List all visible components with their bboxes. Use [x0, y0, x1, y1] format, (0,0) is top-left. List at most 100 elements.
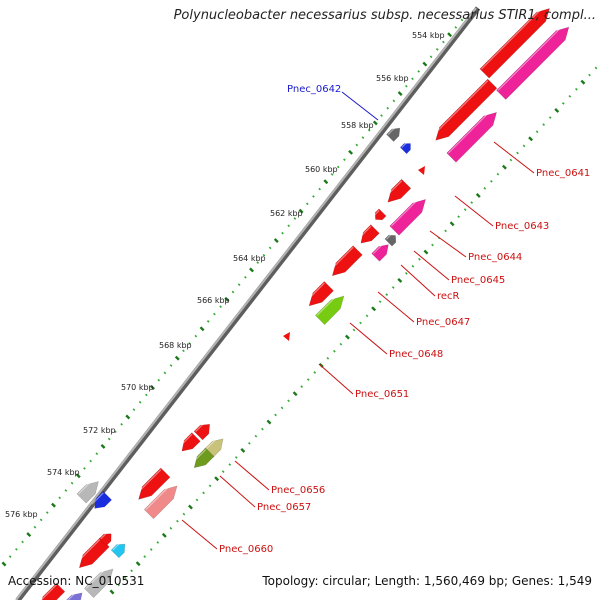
leader-line — [429, 230, 467, 258]
tick-mark — [195, 498, 199, 502]
gene-feature[interactable] — [373, 208, 387, 221]
small-gene-feature[interactable] — [418, 166, 425, 175]
gene-feature[interactable] — [143, 485, 178, 520]
tick-mark — [378, 300, 382, 304]
leader-line — [413, 250, 450, 281]
tick-mark — [149, 548, 153, 551]
small-gene-feature[interactable] — [283, 332, 290, 341]
gene-feature[interactable] — [399, 142, 411, 155]
tick-mark — [58, 496, 62, 500]
gene-label[interactable]: Pnec_0643 — [495, 221, 549, 232]
tick-mark — [361, 136, 365, 139]
tick-mark — [397, 91, 403, 96]
label-leader-lines — [181, 91, 535, 550]
kbp-tick-label: 556 kbp — [376, 74, 409, 83]
tick-mark — [417, 70, 421, 73]
genome-backbone — [15, 6, 481, 600]
kbp-tick-label: 568 kbp — [159, 341, 192, 350]
tick-mark — [21, 540, 24, 544]
gene-label[interactable]: Pnec_0644 — [468, 252, 522, 263]
tick-mark — [214, 476, 220, 482]
tick-mark — [123, 576, 127, 580]
tick-mark — [169, 364, 173, 367]
gene-feature[interactable] — [371, 244, 389, 262]
tick-mark — [293, 217, 297, 220]
tick-mark — [423, 249, 429, 255]
gene-feature[interactable] — [193, 423, 211, 441]
gene-feature[interactable] — [64, 592, 83, 600]
gene-feature[interactable] — [98, 532, 112, 547]
tick-mark — [501, 164, 507, 170]
tick-mark — [161, 532, 167, 538]
tick-mark — [228, 463, 232, 466]
kbp-tick-label: 554 kbp — [412, 31, 445, 40]
gene-label[interactable]: Pnec_0660 — [219, 544, 273, 555]
tick-mark — [182, 349, 185, 353]
gene-feature[interactable] — [37, 582, 66, 600]
tick-mark — [163, 371, 167, 375]
gene-feature[interactable] — [479, 8, 550, 79]
kbp-tick-label: 560 kbp — [305, 165, 338, 174]
tick-mark — [588, 73, 591, 77]
tick-mark — [343, 158, 346, 162]
leader-line — [341, 91, 379, 121]
gene-label[interactable]: Pnec_0641 — [536, 168, 590, 179]
tick-mark — [262, 253, 266, 257]
gene-label[interactable]: Pnec_0657 — [257, 502, 311, 513]
tick-mark — [431, 243, 434, 247]
gene-feature[interactable] — [76, 481, 99, 504]
gene-label[interactable]: Pnec_0651 — [355, 389, 409, 400]
gene-feature[interactable] — [432, 78, 498, 141]
tick-mark — [268, 246, 272, 250]
tick-mark — [509, 158, 513, 162]
tick-mark — [15, 547, 18, 551]
gene-feature[interactable] — [496, 26, 570, 100]
gene-features — [37, 8, 570, 600]
gene-feature[interactable] — [83, 568, 114, 599]
gene-feature[interactable] — [389, 198, 427, 236]
tick-mark — [345, 334, 350, 340]
tick-mark — [404, 272, 408, 275]
gene-label[interactable]: Pnec_0645 — [451, 275, 505, 286]
gene-label[interactable]: Pnec_0656 — [271, 485, 325, 496]
gene-feature[interactable] — [135, 467, 171, 500]
gene-feature[interactable] — [446, 111, 498, 163]
tick-mark — [125, 414, 131, 420]
gene-feature[interactable] — [91, 490, 113, 509]
tick-mark — [114, 430, 117, 434]
gene-feature[interactable] — [328, 245, 363, 277]
tick-mark — [145, 393, 148, 397]
gene-feature[interactable] — [357, 224, 380, 244]
gene-feature[interactable] — [178, 432, 201, 452]
tick-mark — [580, 79, 586, 85]
gene-label[interactable]: Pnec_0647 — [416, 317, 470, 328]
leader-line — [400, 264, 436, 297]
gene-feature[interactable] — [110, 543, 126, 559]
gene-feature[interactable] — [384, 234, 397, 247]
tick-mark — [522, 144, 526, 148]
gene-feature[interactable] — [384, 178, 412, 203]
tick-mark — [313, 371, 317, 374]
gene-label[interactable]: recR — [437, 291, 460, 302]
tick-mark — [371, 306, 377, 312]
tick-mark — [490, 179, 493, 183]
gene-labels: Pnec_0642 Pnec_0641 Pnec_0643 Pnec_0644 Pnec… — [219, 84, 590, 555]
gene-feature[interactable] — [386, 127, 401, 142]
tick-mark — [457, 215, 460, 219]
tick-mark — [435, 48, 439, 51]
tick-mark — [206, 320, 210, 323]
gene-feature[interactable] — [191, 447, 215, 469]
gene-label[interactable]: Pnec_0642 — [287, 84, 341, 95]
gene-label[interactable]: Pnec_0648 — [389, 349, 443, 360]
tick-mark — [333, 349, 336, 353]
tick-mark — [130, 569, 133, 573]
gene-feature[interactable] — [314, 295, 345, 326]
tick-mark — [575, 87, 578, 91]
gene-feature[interactable] — [75, 537, 110, 569]
tick-mark — [305, 202, 309, 206]
gene-feature[interactable] — [305, 281, 334, 307]
leader-line — [454, 195, 494, 227]
tick-mark — [100, 443, 106, 449]
